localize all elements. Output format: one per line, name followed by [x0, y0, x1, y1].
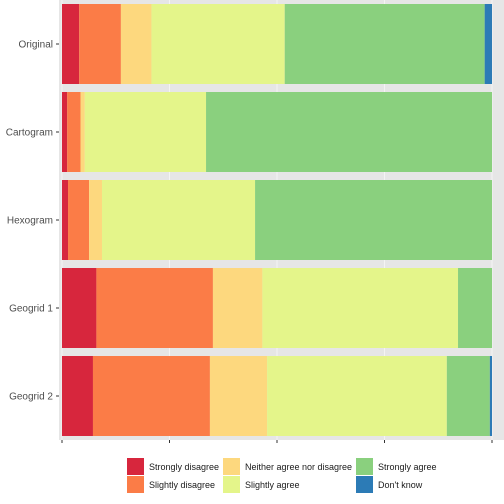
- y-tick-label-cartogram: Cartogram: [6, 128, 53, 139]
- bar-geogrid-1-strongly-agree: [458, 268, 492, 348]
- y-tick-label-geogrid-2: Geogrid 2: [9, 392, 53, 403]
- legend-key-slightly-disagree: [127, 476, 144, 493]
- bar-hexogram-slightly-disagree: [68, 180, 90, 260]
- bar-original-strongly-disagree: [62, 4, 80, 84]
- bar-original-slightly-agree: [151, 4, 285, 84]
- bar-original-don-t-know: [484, 4, 492, 84]
- bar-geogrid-1-slightly-disagree: [96, 268, 213, 348]
- bar-geogrid-2-strongly-agree: [446, 356, 490, 436]
- legend-label-slightly-agree: Slightly agree: [245, 480, 300, 490]
- legend-label-neither-agree-nor-disagree: Neither agree nor disagree: [245, 462, 352, 472]
- bars: [62, 4, 493, 436]
- bar-cartogram-neither-agree-nor-disagree: [80, 92, 85, 172]
- bar-geogrid-2-neither-agree-nor-disagree: [209, 356, 268, 436]
- legend-key-strongly-agree: [356, 458, 373, 475]
- bar-geogrid-2-slightly-agree: [267, 356, 447, 436]
- bar-original-neither-agree-nor-disagree: [120, 4, 152, 84]
- bar-geogrid-1-neither-agree-nor-disagree: [212, 268, 263, 348]
- bar-hexogram-strongly-disagree: [62, 180, 69, 260]
- bar-geogrid-1-slightly-agree: [262, 268, 459, 348]
- legend-label-don-t-know: Don't know: [378, 480, 423, 490]
- legend-key-don-t-know: [356, 476, 373, 493]
- bar-hexogram-slightly-agree: [101, 180, 256, 260]
- y-tick-label-hexogram: Hexogram: [7, 216, 53, 227]
- bar-cartogram-slightly-disagree: [67, 92, 81, 172]
- bar-geogrid-1-strongly-disagree: [62, 268, 97, 348]
- axes: Original Cartogram Hexogram Geogrid 1 Geogri…: [6, 40, 493, 443]
- y-tick-label-geogrid-1: Geogrid 1: [9, 304, 53, 315]
- bar-geogrid-2-slightly-disagree: [92, 356, 210, 436]
- bar-original-strongly-agree: [284, 4, 485, 84]
- bar-cartogram-strongly-agree: [206, 92, 493, 172]
- legend-label-strongly-agree: Strongly agree: [378, 462, 437, 472]
- bar-geogrid-2-don-t-know: [489, 356, 492, 436]
- legend-label-strongly-disagree: Strongly disagree: [149, 462, 219, 472]
- legend-key-slightly-agree: [223, 476, 240, 493]
- y-tick-label-original: Original: [19, 40, 53, 51]
- bar-original-slightly-disagree: [79, 4, 121, 84]
- bar-hexogram-neither-agree-nor-disagree: [89, 180, 102, 260]
- legend-key-strongly-disagree: [127, 458, 144, 475]
- bar-geogrid-2-strongly-disagree: [62, 356, 93, 436]
- bar-hexogram-strongly-agree: [255, 180, 492, 260]
- legend-label-slightly-disagree: Slightly disagree: [149, 480, 215, 490]
- bar-cartogram-strongly-disagree: [62, 92, 68, 172]
- bar-cartogram-slightly-agree: [84, 92, 207, 172]
- legend: Strongly disagree Slightly disagree Neithe…: [127, 458, 437, 493]
- legend-key-neither-agree-nor-disagree: [223, 458, 240, 475]
